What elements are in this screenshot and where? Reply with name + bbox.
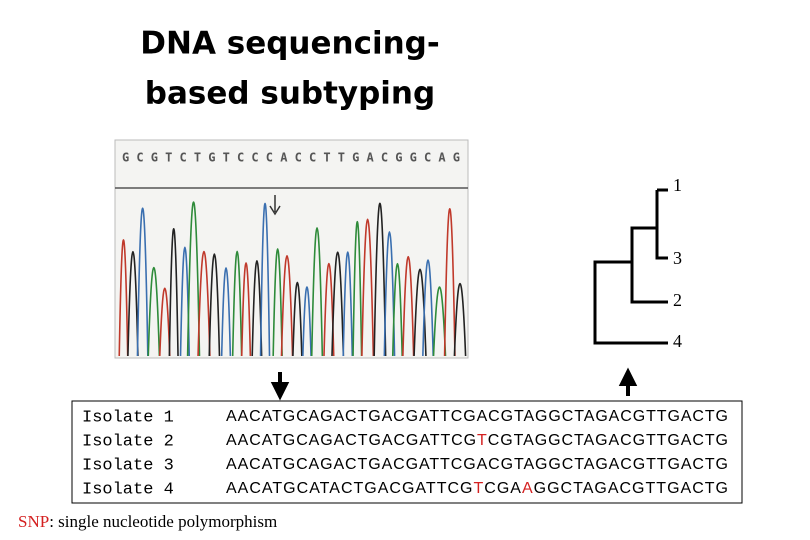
arrow-down <box>270 372 290 401</box>
sequence-segment: A <box>522 480 533 497</box>
tree-leaf: 3 <box>673 248 682 268</box>
peak <box>136 207 149 357</box>
sequence-segment: T <box>477 432 487 449</box>
position-marker <box>269 195 281 216</box>
tree <box>593 188 668 345</box>
sequence-segment: GGCTAGACGTTGACTG <box>534 480 728 497</box>
peak <box>342 251 354 357</box>
tree-branches <box>593 188 668 345</box>
peak <box>453 283 467 357</box>
sequence: AACATGCAGACTGACGATTCGACGTAGGCTAGACGTTGAC… <box>226 408 728 425</box>
isolate-label: Isolate 4 <box>82 480 174 499</box>
peak <box>251 260 263 357</box>
peak <box>302 286 312 357</box>
peak <box>220 267 232 357</box>
peak <box>127 251 139 357</box>
peaks <box>118 201 467 357</box>
peak <box>391 262 403 357</box>
sequence-segment: CGA <box>484 480 521 497</box>
sequence-segment: AACATGCATACTGACGATTCG <box>226 480 472 497</box>
peak <box>197 251 211 357</box>
footnote: SNP: single nucleotide polymorphism <box>18 512 277 531</box>
alignment-box <box>71 400 743 504</box>
peak <box>240 262 252 357</box>
peak <box>280 255 294 357</box>
peak <box>168 228 179 357</box>
sequence-segment: AACATGCAGACTGACGATTCG <box>226 432 476 449</box>
peak <box>402 256 415 357</box>
peak <box>422 259 434 357</box>
tree-leaf: 2 <box>673 290 682 310</box>
title-line: DNA sequencing- <box>140 26 439 62</box>
sequence-segment: AACATGCAGACTGACGATTCGACGTAGGCTAGACGTTGAC… <box>226 408 728 425</box>
title-line: based subtyping <box>145 76 435 112</box>
sequence-segment: T <box>473 480 483 497</box>
peak <box>158 287 171 357</box>
isolate-label: Isolate 3 <box>82 456 174 475</box>
sequence-segment: CGTAGGCTAGACGTTGACTG <box>488 432 728 449</box>
peak <box>231 250 243 357</box>
isolate-label: Isolate 2 <box>82 432 174 451</box>
peak <box>352 220 363 357</box>
tree-leaf: 4 <box>673 331 682 351</box>
sequence-segment: AACATGCAGACTGACGATTCGACGTAGGCTAGACGTTGAC… <box>226 456 728 473</box>
peak <box>373 202 387 357</box>
peak <box>186 201 201 357</box>
peak <box>147 266 161 357</box>
peak <box>432 286 447 357</box>
alignment: Isolate 1 AACATGCAGACTGACGATTCGACGTAGGCTA… <box>82 408 728 499</box>
peak <box>361 218 375 357</box>
sequence: AACATGCAGACTGACGATTCGTCGTAGGCTAGACGTTGAC… <box>226 432 728 449</box>
arrow-up <box>618 367 638 396</box>
peak <box>310 227 324 357</box>
peak <box>208 253 221 357</box>
chromatogram: GCGTCTGTCCCACCTTGACGGCAG <box>114 139 469 359</box>
footnote-definition: : single nucleotide polymorphism <box>49 512 277 531</box>
isolate-label: Isolate 1 <box>82 408 174 427</box>
footnote-term: SNP <box>18 512 49 531</box>
peak <box>292 281 303 357</box>
peak <box>443 207 456 357</box>
peak <box>331 251 345 357</box>
sequence: AACATGCATACTGACGATTCGTCGAAGGCTAGACGTTGAC… <box>226 480 728 497</box>
peak <box>118 239 129 357</box>
peak <box>383 231 396 357</box>
tree-leaf: 1 <box>673 175 682 195</box>
peak <box>272 248 283 357</box>
sequence: AACATGCAGACTGACGATTCGACGTAGGCTAGACGTTGAC… <box>226 456 728 473</box>
peak <box>259 202 271 357</box>
